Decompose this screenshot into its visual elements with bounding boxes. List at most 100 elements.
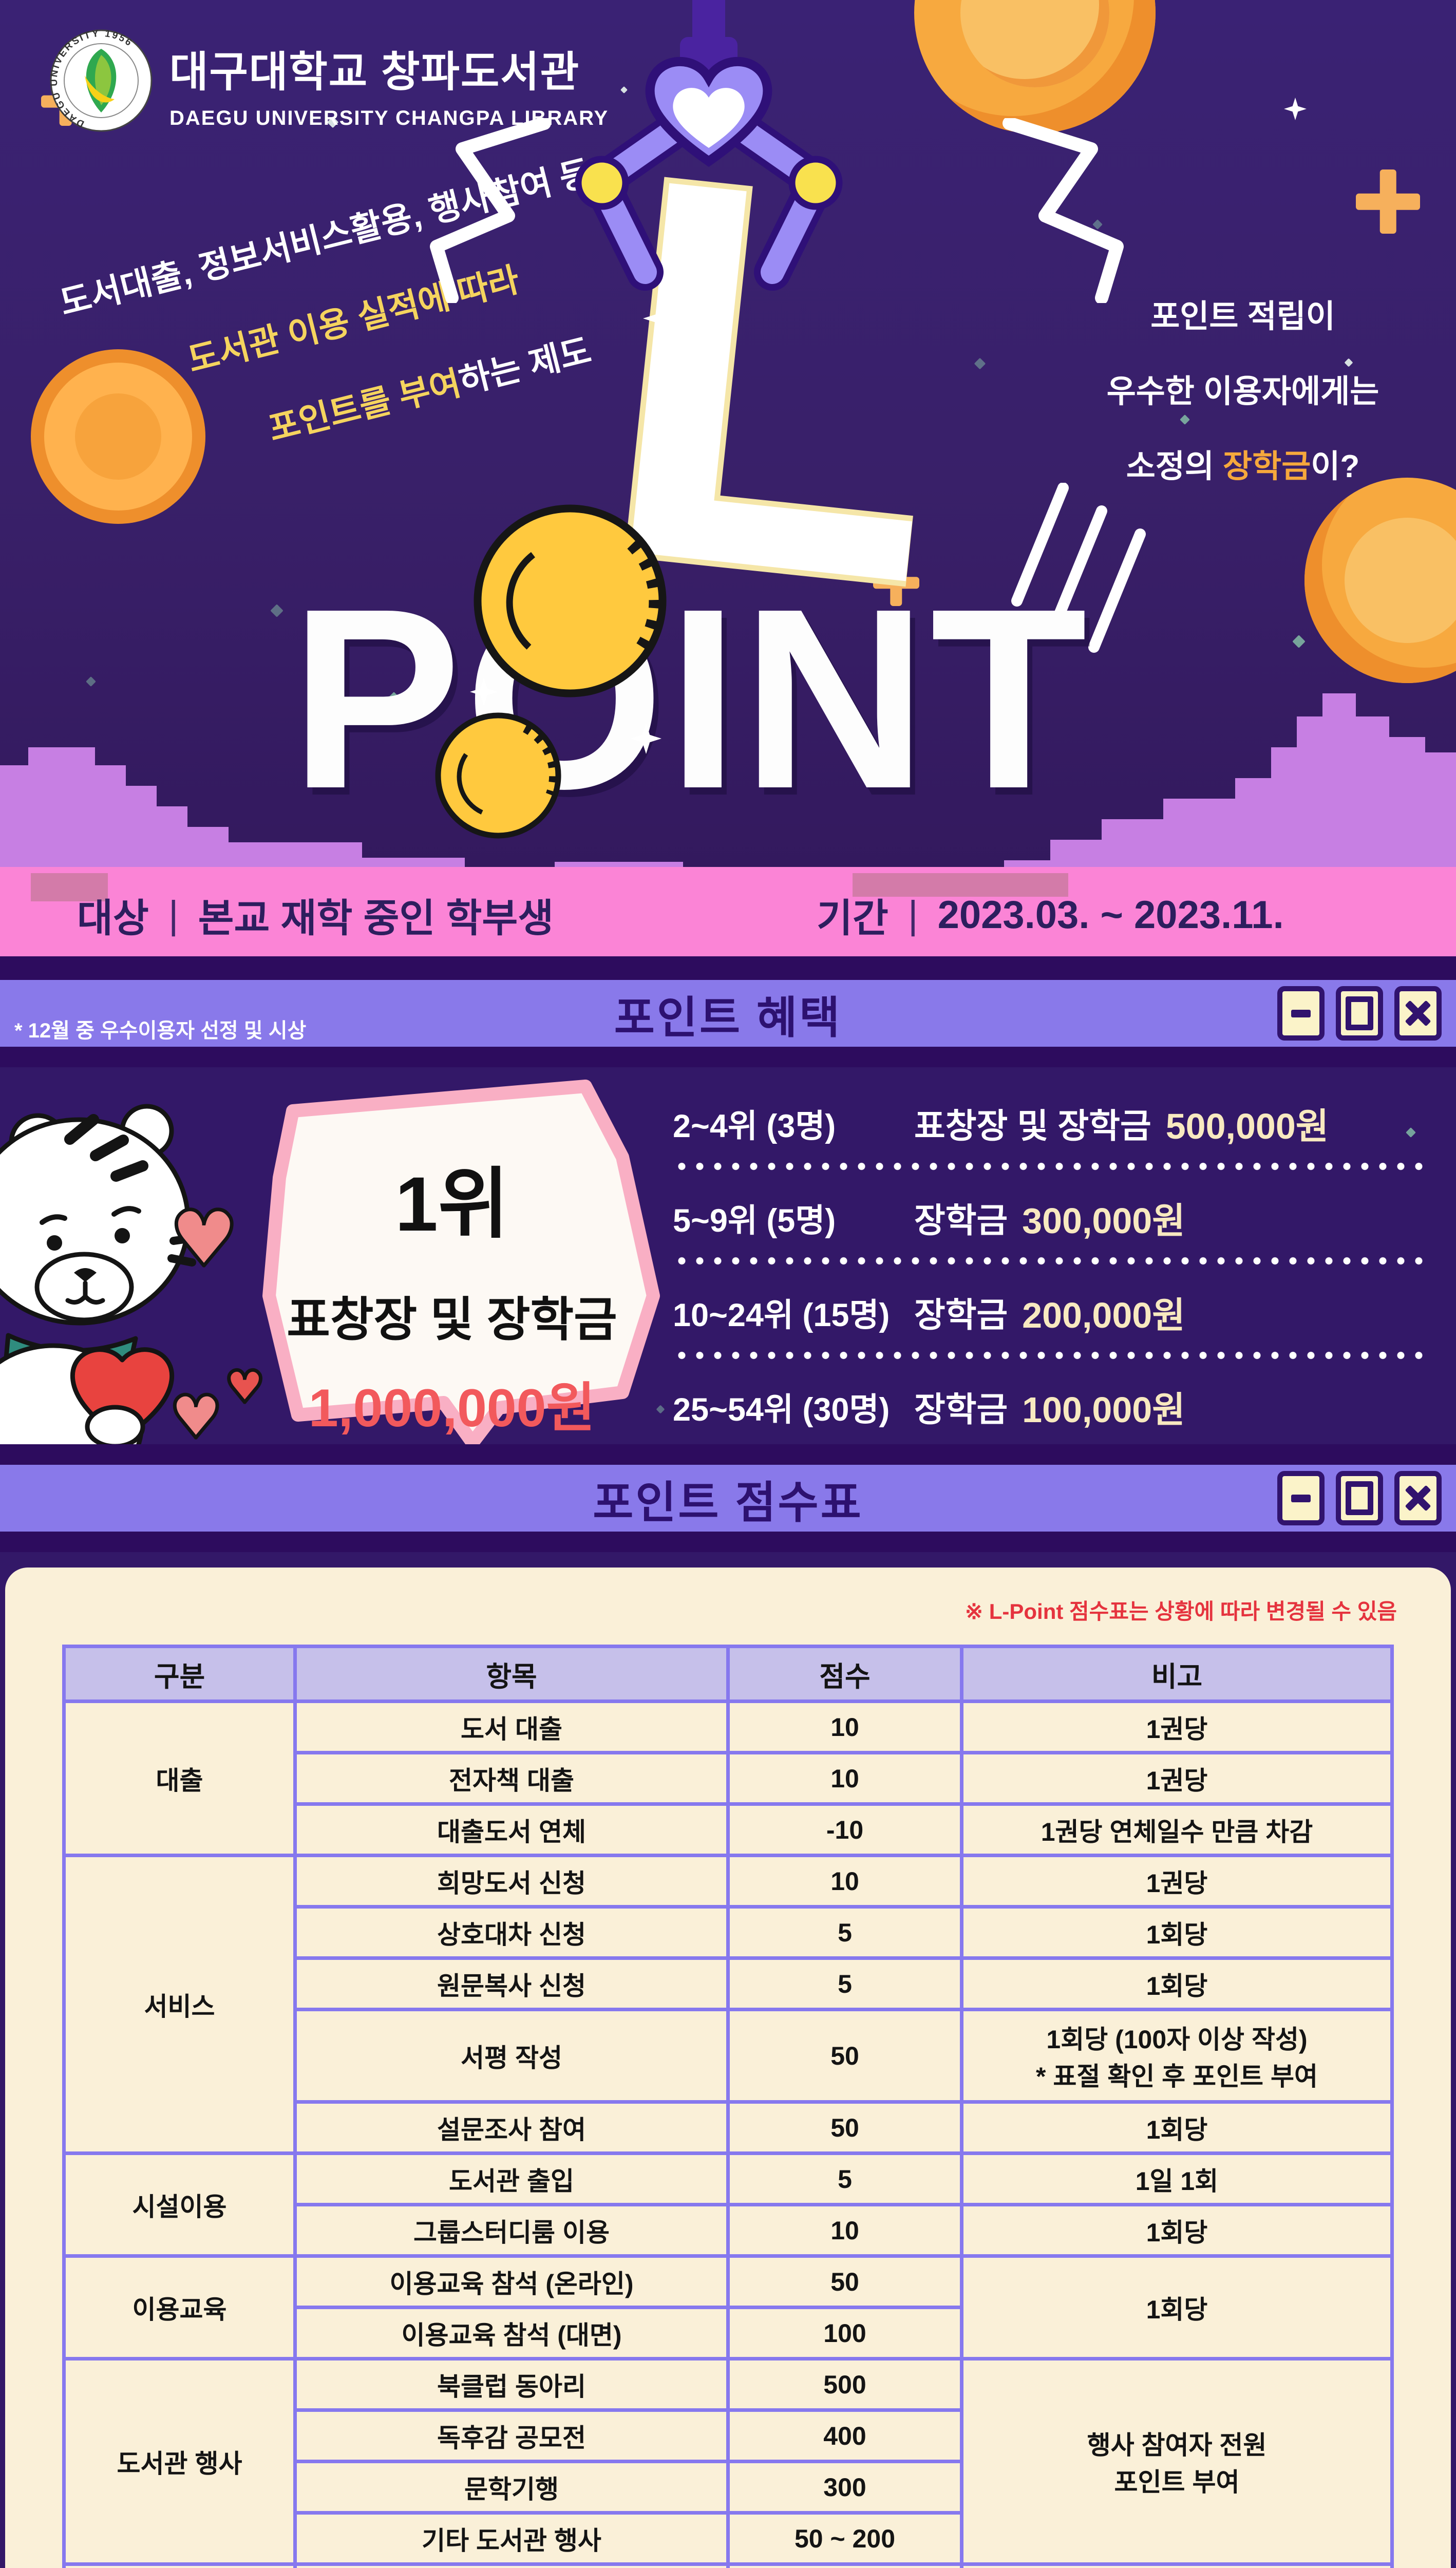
- close-icon: [1405, 1000, 1431, 1026]
- table-row: 서평 작성 50 1회당 (100자 이상 작성) * 표절 확인 후 포인트 …: [64, 2008, 1394, 2104]
- dotted-divider: [673, 1257, 1428, 1265]
- item-cell: 도서 대출: [293, 1700, 730, 1754]
- prize-desc: 장학금: [914, 1201, 1008, 1239]
- prize-amount: 100,000원: [1022, 1389, 1185, 1430]
- close-button[interactable]: [1394, 986, 1442, 1041]
- remark-cell: 1회당: [960, 2254, 1394, 2361]
- prize-row: 2~4위 (3명) 표창장 및 장학금 500,000원: [673, 1096, 1428, 1151]
- tagline-line-1: 포인트 적립이: [1150, 299, 1335, 334]
- table-row: 전자책 대출 10 1권당: [64, 1751, 1394, 1806]
- maximize-button[interactable]: [1336, 1471, 1383, 1525]
- item-cell: 대출도서 연체: [293, 1802, 730, 1857]
- minimize-icon: [1291, 1494, 1311, 1502]
- prize-amount: 300,000원: [1022, 1200, 1185, 1241]
- score-cell: -10: [726, 1802, 963, 1857]
- item-cell: 원문복사 신청: [293, 1956, 730, 2011]
- plus-sparkle-icon: [1356, 169, 1420, 234]
- tagline-line-3: 소정의 장학금이?: [1126, 449, 1360, 484]
- divider: |: [168, 893, 179, 937]
- coin-icon: [31, 349, 205, 524]
- benefit-window-titlebar: 포인트 혜택 * 12월 중 우수이용자 선정 및 시상: [0, 980, 1456, 1047]
- score-window-titlebar: 포인트 점수표: [0, 1465, 1456, 1532]
- remark-cell: 1회당: [960, 1956, 1394, 2011]
- table-row: 도서관 홍보 문자 형식 50 홍보 1건당: [62, 2562, 1394, 2568]
- prize-row: 5~9위 (5명) 장학금 300,000원: [673, 1190, 1428, 1245]
- maximize-button[interactable]: [1336, 986, 1383, 1041]
- remark-cell: 홍보 1건당: [960, 2562, 1394, 2568]
- minimize-button[interactable]: [1277, 1471, 1325, 1525]
- prize-desc: 장학금: [914, 1296, 1008, 1334]
- item-cell: 희망도서 신청: [293, 1854, 730, 1909]
- table-row: 시설이용 도서관 출입 5 1일 1회: [62, 2151, 1394, 2258]
- first-prize-rank: 1위: [395, 1161, 509, 1247]
- heart-icon: ♥: [167, 1383, 224, 1452]
- coin-icon: [914, 0, 1156, 134]
- benefit-window-title: 포인트 혜택: [614, 993, 842, 1043]
- remark-cell: 1권당: [960, 1854, 1394, 1909]
- dotted-divider: [673, 1162, 1428, 1170]
- score-cell: 5: [726, 1956, 963, 2011]
- col-header: 항목: [293, 1645, 730, 1703]
- item-cell: 북클럽 동아리: [293, 2357, 730, 2412]
- maximize-icon: [1346, 1481, 1373, 1515]
- target-period-banner: 대상 | 본교 재학 중인 학부생 기간 | 2023.03. ~ 2023.1…: [0, 873, 1456, 956]
- score-table: 구분 항목 점수 비고 대출 도서 대출 10 1권당 전자책 대출 10 1권…: [62, 1645, 1394, 2568]
- heart-icon: ♥: [167, 1195, 240, 1284]
- divider-strip: [0, 1532, 1456, 1552]
- letter-l-text: L: [583, 138, 950, 612]
- window-controls: [1277, 1471, 1442, 1525]
- table-row: 이용교육 참석 (대면) 100: [64, 2306, 1392, 2361]
- logo-text: 대구대학교 창파도서관 DAEGU UNIVERSITY CHANGPA LIB…: [169, 28, 609, 130]
- claw-machine-icon: [575, 0, 843, 291]
- group-cell: 이용교육: [62, 2254, 297, 2361]
- score-window-title: 포인트 점수표: [593, 1478, 863, 1527]
- remark-cell: 행사 참여자 전원 포인트 부여: [960, 2357, 1394, 2566]
- table-change-note: ※ L-Point 점수표는 상황에 따라 변경될 수 있음: [965, 1599, 1397, 1623]
- gold-coin-icon: [435, 712, 561, 839]
- table-row: 설문조사 참여 50 1회당: [64, 2100, 1394, 2155]
- score-cell: 300: [726, 2460, 963, 2515]
- col-header: 구분: [62, 1645, 297, 1703]
- table-row: 상호대차 신청 5 1회당: [64, 1905, 1394, 1960]
- item-cell: 기타 도서관 행사: [293, 2511, 730, 2566]
- item-cell: 문학기행: [293, 2460, 730, 2515]
- table-row: 독후감 공모전 400: [64, 2408, 1392, 2463]
- target-group: 대상 | 본교 재학 중인 학부생: [77, 873, 554, 956]
- pixel-patch: [31, 873, 108, 901]
- minimize-icon: [1291, 1009, 1311, 1017]
- university-emblem-icon: DAEGU UNIVERSITY 1956: [49, 28, 153, 132]
- window-controls: [1277, 986, 1442, 1041]
- table-row: 서비스 희망도서 신청 10 1권당: [62, 1854, 1394, 2155]
- table-row: 이용교육 이용교육 참석 (온라인) 50 1회당: [62, 2254, 1394, 2361]
- group-cell: 서비스: [62, 1854, 297, 2155]
- remark-cell: 1회당: [960, 1905, 1394, 1960]
- remark-cell: 1권당: [960, 1700, 1394, 1754]
- table-row: 원문복사 신청 5 1회당: [64, 1956, 1394, 2011]
- divider-strip: [0, 1047, 1456, 1067]
- speed-lines-icon: [1011, 483, 1146, 653]
- item-cell: 이용교육 참석 (온라인): [293, 2254, 730, 2309]
- prize-row: 25~54위 (30명) 장학금 100,000원: [673, 1379, 1428, 1434]
- score-cell: 50 ~ 200: [726, 2511, 963, 2566]
- prize-amount: 200,000원: [1022, 1295, 1185, 1335]
- minimize-button[interactable]: [1277, 986, 1325, 1041]
- prize-section: ♥ ♥ ♥ 1위 표창장 및 장학금 1,000,000원 2~4위 (3명) …: [0, 1067, 1456, 1454]
- prize-rank: 5~9위 (5명): [673, 1202, 836, 1239]
- prize-rank: 25~54위 (30명): [673, 1391, 890, 1428]
- pixel-patch: [853, 873, 1068, 897]
- score-cell: 100: [726, 2306, 963, 2361]
- table-row: 기타 도서관 행사 50 ~ 200: [64, 2511, 1392, 2566]
- period-label: 기간: [817, 897, 888, 940]
- item-cell: 이용교육 참석 (대면): [293, 2306, 730, 2361]
- remark-cell: 1일 1회: [960, 2151, 1394, 2206]
- hero-section: DAEGU UNIVERSITY 1956 대구대학교 창파도서관 DAEGU …: [0, 0, 1456, 873]
- divider-strip: [0, 1444, 1456, 1465]
- close-button[interactable]: [1394, 1471, 1442, 1525]
- prize-desc: 표창장 및 장학금: [914, 1107, 1151, 1145]
- score-cell: 10: [726, 2203, 963, 2258]
- dotted-divider: [673, 1351, 1428, 1359]
- target-value: 본교 재학 중인 학부생: [198, 897, 554, 940]
- sparkle-icon: [1284, 98, 1307, 120]
- target-label: 대상: [77, 897, 149, 940]
- group-cell: 도서관 행사: [62, 2357, 297, 2566]
